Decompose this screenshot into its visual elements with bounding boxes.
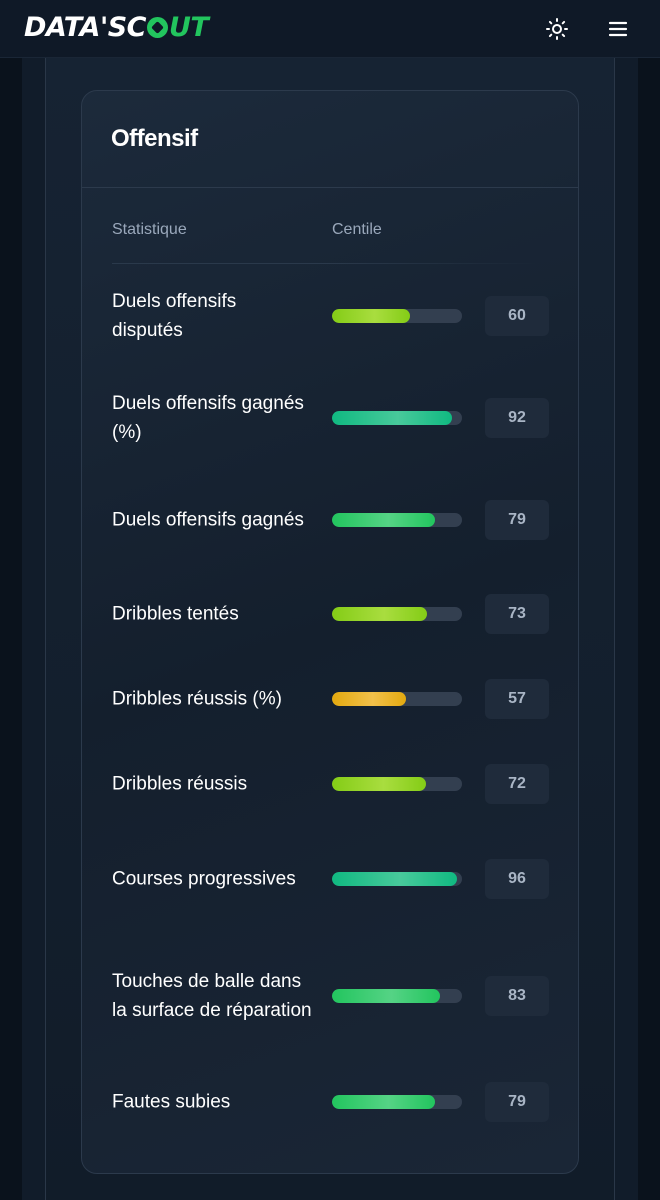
percentile-bar-fill	[332, 607, 427, 621]
stat-label: Duels offensifs gagnés	[112, 509, 304, 531]
percentile-value: 73	[485, 594, 549, 634]
card-title: Offensif	[111, 125, 198, 152]
column-header-statistic: Statistique	[112, 221, 187, 238]
stat-row: Duels offensifs gagnés (%) 92	[82, 383, 578, 453]
logo-text-part1: DATA'SC	[24, 12, 146, 43]
stat-label: Courses progressives	[112, 868, 296, 890]
stat-row: Dribbles réussis 72	[82, 756, 578, 812]
logo-text-part2: UT	[168, 12, 209, 43]
card-header: Offensif	[82, 91, 578, 188]
percentile-bar-fill	[332, 513, 435, 527]
percentile-value: 83	[485, 976, 549, 1016]
frame-right	[614, 58, 638, 1200]
stat-row: Dribbles réussis (%) 57	[82, 671, 578, 727]
theme-toggle-button[interactable]	[545, 17, 569, 41]
percentile-bar-fill	[332, 777, 426, 791]
percentile-bar-fill	[332, 411, 452, 425]
percentile-value: 60	[485, 296, 549, 336]
percentile-value: 79	[485, 500, 549, 540]
percentile-bar	[332, 411, 462, 425]
stat-label: Duels offensifs gagnés (%)	[112, 393, 304, 443]
frame-left	[22, 58, 46, 1200]
offensive-stats-card: Offensif Statistique Centile Duels offen…	[81, 90, 579, 1174]
stat-row: Touches de balle dans la surface de répa…	[82, 946, 578, 1046]
percentile-bar	[332, 309, 462, 323]
percentile-bar	[332, 989, 462, 1003]
percentile-bar-fill	[332, 692, 407, 706]
stat-row: Fautes subies 79	[82, 1074, 578, 1130]
percentile-bar	[332, 872, 462, 886]
soccer-ball-icon	[146, 17, 168, 38]
stat-label: Touches de balle dans la surface de répa…	[112, 971, 312, 1021]
stat-row: Dribbles tentés 73	[82, 586, 578, 642]
percentile-bar-fill	[332, 989, 440, 1003]
percentile-value: 72	[485, 764, 549, 804]
logo[interactable]: DATA'SC UT	[24, 12, 209, 43]
percentile-bar	[332, 607, 462, 621]
percentile-bar-fill	[332, 1095, 435, 1109]
percentile-bar	[332, 513, 462, 527]
percentile-bar	[332, 692, 462, 706]
stat-row: Duels offensifs gagnés 79	[82, 485, 578, 555]
stat-label: Duels offensifs disputés	[112, 291, 237, 341]
stat-label: Dribbles réussis (%)	[112, 688, 282, 710]
header-divider	[112, 263, 542, 264]
stat-row: Courses progressives 96	[82, 844, 578, 914]
stat-label: Fautes subies	[112, 1091, 231, 1113]
percentile-bar-fill	[332, 309, 410, 323]
hamburger-menu-icon	[608, 21, 628, 37]
column-header-percentile: Centile	[332, 221, 382, 238]
percentile-bar-fill	[332, 872, 457, 886]
stat-label: Dribbles tentés	[112, 603, 239, 625]
sun-icon	[546, 18, 568, 40]
top-bar: DATA'SC UT	[0, 0, 660, 58]
percentile-value: 96	[485, 859, 549, 899]
menu-button[interactable]	[605, 16, 631, 42]
percentile-value: 79	[485, 1082, 549, 1122]
stat-label: Dribbles réussis	[112, 773, 248, 795]
stat-row: Duels offensifs disputés 60	[82, 281, 578, 351]
percentile-bar	[332, 1095, 462, 1109]
percentile-bar	[332, 777, 462, 791]
percentile-value: 57	[485, 679, 549, 719]
percentile-value: 92	[485, 398, 549, 438]
